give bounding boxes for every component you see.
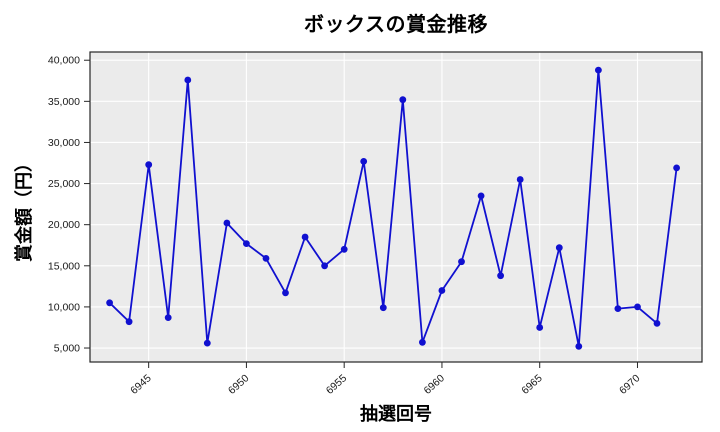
data-point <box>223 219 231 227</box>
y-tick-label: 25,000 <box>48 178 80 190</box>
data-point <box>399 96 407 104</box>
x-tick-label: 6955 <box>324 372 350 397</box>
y-tick-label: 30,000 <box>48 137 80 149</box>
x-tick-label: 6970 <box>617 372 643 397</box>
x-tick-label: 6945 <box>128 372 154 397</box>
x-tick-label: 6950 <box>226 372 252 397</box>
data-point <box>184 76 192 84</box>
data-point <box>634 303 641 311</box>
data-point <box>282 289 289 297</box>
y-tick-label: 10,000 <box>48 301 80 313</box>
data-point <box>125 318 133 326</box>
data-point <box>262 255 270 262</box>
y-tick-label: 5,000 <box>54 343 80 355</box>
plot-area <box>90 52 702 362</box>
data-point <box>673 164 680 172</box>
data-point <box>555 244 563 252</box>
data-point <box>458 258 465 266</box>
x-tick-label: 6960 <box>422 372 448 397</box>
data-point <box>379 304 387 312</box>
data-point <box>203 339 211 347</box>
x-axis-label: 抽選回号 <box>360 404 432 424</box>
data-point <box>321 262 328 270</box>
data-point <box>575 343 583 350</box>
y-tick-label: 20,000 <box>48 219 80 231</box>
data-point <box>360 158 368 165</box>
data-point <box>340 245 348 253</box>
data-point <box>419 338 426 346</box>
data-point <box>595 66 602 74</box>
data-point <box>145 161 153 169</box>
data-point <box>438 287 446 294</box>
data-point <box>516 176 524 183</box>
chart-title: ボックスの賞金推移 <box>304 14 488 36</box>
data-point <box>301 233 309 241</box>
data-point <box>106 299 113 307</box>
y-tick-label: 40,000 <box>48 55 80 67</box>
data-point <box>614 305 622 312</box>
y-tick-label: 15,000 <box>48 260 80 272</box>
y-tick-label: 35,000 <box>48 96 80 108</box>
series-line <box>108 69 678 348</box>
data-point <box>653 320 661 327</box>
y-axis-label: 賞金額（円） <box>14 154 34 262</box>
data-point <box>477 192 485 200</box>
x-tick-label: 6965 <box>519 372 545 397</box>
data-point <box>497 272 504 280</box>
data-point <box>243 240 250 248</box>
data-point <box>164 314 172 321</box>
data-point <box>536 324 544 331</box>
plot-frame <box>89 51 703 363</box>
